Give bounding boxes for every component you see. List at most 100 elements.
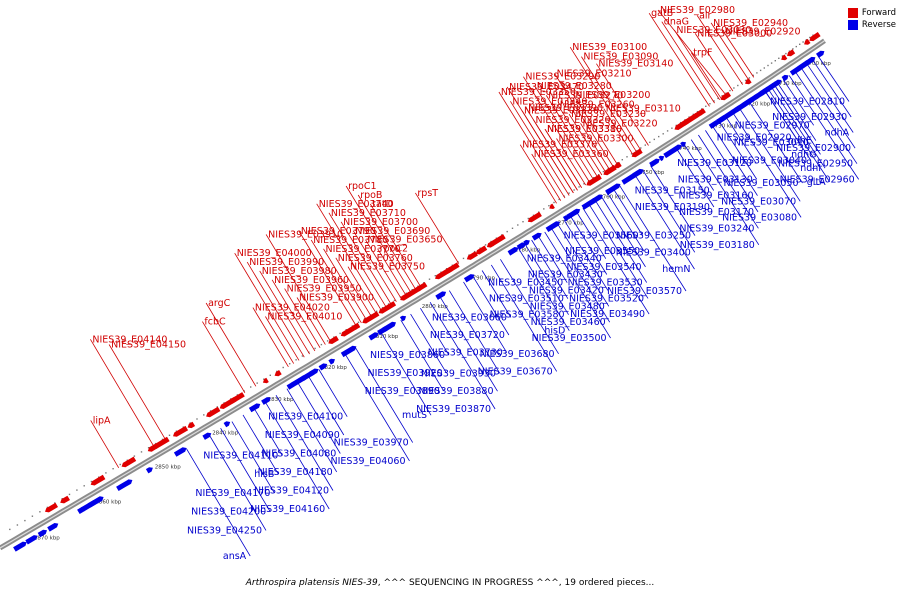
reverse-gene-arrow (81, 500, 98, 512)
forward-leader-line (569, 46, 638, 154)
reverse-leader-line (297, 382, 341, 454)
reverse-gene-label: NIES39_E04090 (265, 430, 340, 441)
reverse-leader-line (448, 290, 501, 374)
reverse-leader-line (344, 353, 410, 462)
reverse-gene-label: NIES39_E03180 (680, 240, 755, 251)
scale-dot (644, 144, 646, 146)
scale-dot (269, 374, 271, 376)
scale-dot (553, 201, 555, 204)
scale-dot (381, 307, 384, 309)
scale-dot (147, 447, 150, 449)
reverse-gene-label: hemN (662, 264, 690, 275)
legend-reverse: Reverse (847, 20, 896, 30)
reverse-leader-line (800, 67, 856, 149)
forward-gene-label: trpF (693, 48, 712, 59)
reverse-leader-line (601, 196, 646, 268)
reverse-gene-arrow (328, 358, 335, 365)
reverse-leader-line (768, 89, 831, 183)
forward-gene-arrow (362, 311, 380, 324)
forward-leader-line (534, 85, 595, 181)
reverse-leader-line (712, 125, 758, 196)
forward-leader-line (581, 56, 642, 151)
strand-legend: Forward Reverse (847, 8, 896, 32)
forward-gene-arrow (187, 421, 196, 429)
reverse-gene-label: NIES39_E04120 (254, 486, 329, 497)
reverse-leader-line (788, 75, 860, 180)
reverse-gene-arrow (47, 523, 59, 532)
scale-dot (189, 422, 191, 424)
scale-dot (326, 340, 329, 342)
reverse-leader-line (264, 401, 330, 510)
scale-tick-label: 2860 kbp (95, 500, 121, 506)
scale-dot (640, 147, 642, 149)
scale-dot (717, 97, 719, 100)
reverse-leader-line (705, 130, 759, 213)
scale-dot (653, 138, 655, 141)
forward-gene-arrow (435, 266, 453, 280)
forward-leader-line (648, 12, 710, 107)
reverse-gene-label: NIES39_E02950 (778, 159, 853, 170)
forward-gene-label: NIES39_E03110 (606, 104, 681, 115)
reverse-leader-line (307, 375, 345, 436)
scale-dot (799, 43, 801, 45)
reverse-gene-arrow (581, 202, 590, 210)
forward-gene-arrow (614, 161, 622, 169)
reverse-gene-label: NIES39_E04170 (195, 488, 270, 499)
scale-tick-label: 2800 kbp (422, 304, 448, 310)
forward-gene-arrow (173, 425, 189, 437)
scale-dot (578, 186, 580, 188)
forward-gene-arrow (340, 324, 358, 337)
forward-gene-label: NIES39_E03740 (319, 199, 394, 210)
reverse-gene-arrow (816, 50, 825, 58)
forward-gene-arrow (378, 301, 397, 314)
scale-dot (375, 310, 378, 312)
scale-dot (737, 84, 739, 87)
scale-dot (511, 227, 514, 229)
scale-dot (301, 355, 304, 357)
reverse-gene-label: NIES39_E03400 (616, 247, 691, 258)
forward-gene-arrow (328, 335, 339, 344)
forward-gene-arrow (400, 292, 412, 301)
scale-dot (792, 48, 794, 50)
reverse-gene-arrow (566, 209, 580, 220)
forward-leader-line (323, 248, 367, 321)
scale-ticks: 2700 kbp 2710 kbp 2720 kbp 2730 kbp 2740 kbp… (9, 34, 831, 542)
legend-forward-label: Forward (861, 8, 896, 18)
reverse-leader-line (208, 434, 267, 531)
forward-gene-label: gatB (651, 8, 673, 19)
scale-dot (602, 170, 605, 173)
scale-dot (675, 124, 677, 127)
scale-dot (543, 208, 545, 210)
scale-tick-label: 2850 kbp (155, 464, 181, 470)
forward-leader-line (498, 91, 566, 199)
forward-gene-label: NIES39_E03320 (536, 115, 611, 126)
reverse-gene-arrow (145, 467, 153, 474)
forward-leader-line (557, 104, 603, 176)
scale-tick-label: 2780 kbp (515, 247, 541, 253)
reverse-leader-line (563, 219, 609, 291)
scale-dot (105, 472, 107, 474)
forward-leader-line (554, 73, 615, 168)
forward-gene-label: NIES39_E03210 (557, 69, 632, 80)
reverse-leader-line (490, 264, 558, 372)
reverse-gene-arrow (290, 375, 308, 388)
reverse-gene-label: NIES39_E03890 (365, 386, 440, 397)
scale-dot (182, 426, 184, 428)
forward-gene-label: NIES39_E03280 (537, 81, 612, 92)
reverse-leader-line (275, 394, 334, 491)
scale-dot (411, 289, 413, 291)
forward-gene-label: NIES39_E03700 (343, 217, 418, 228)
forward-leader-line (90, 339, 155, 448)
reverse-leader-line (463, 281, 508, 353)
forward-gene-label: NIES39_E03100 (572, 42, 647, 53)
scale-dot (357, 321, 360, 323)
forward-gene-label: NIES39_E04150 (111, 340, 186, 351)
scale-dot (83, 485, 85, 487)
scale-dot (263, 378, 265, 380)
reverse-gene-arrow (173, 447, 187, 457)
scale-dot (725, 92, 727, 94)
scale-tick-label: 2790 kbp (469, 275, 495, 281)
scale-dot (756, 72, 758, 74)
